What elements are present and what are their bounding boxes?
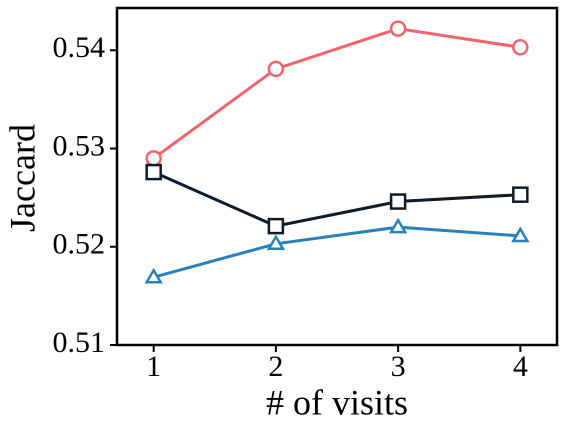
x-tick-label: 2 <box>268 350 283 383</box>
x-tick-label: 4 <box>513 350 528 383</box>
marker <box>512 39 529 56</box>
plot-frame <box>115 6 559 347</box>
y-tick-label: 0.51 <box>53 326 106 359</box>
y-axis-label: Jaccard <box>2 124 42 232</box>
marker <box>267 60 285 78</box>
x-tick-label: 1 <box>146 350 161 383</box>
marker <box>145 150 162 167</box>
marker <box>266 234 286 251</box>
series-line <box>152 27 521 160</box>
series-line <box>153 225 521 279</box>
marker <box>267 217 285 235</box>
y-tick-label: 0.52 <box>53 228 106 261</box>
y-tick-label: 0.54 <box>53 31 106 64</box>
marker <box>144 267 163 284</box>
marker <box>511 226 530 243</box>
marker <box>145 163 162 181</box>
y-tick-label: 0.53 <box>53 129 106 162</box>
marker <box>512 186 529 203</box>
marker <box>389 193 407 210</box>
marker <box>388 217 408 234</box>
x-tick-label: 3 <box>391 350 406 383</box>
marker <box>389 20 407 37</box>
x-axis-label: # of visits <box>266 382 408 422</box>
series-line <box>153 170 521 228</box>
